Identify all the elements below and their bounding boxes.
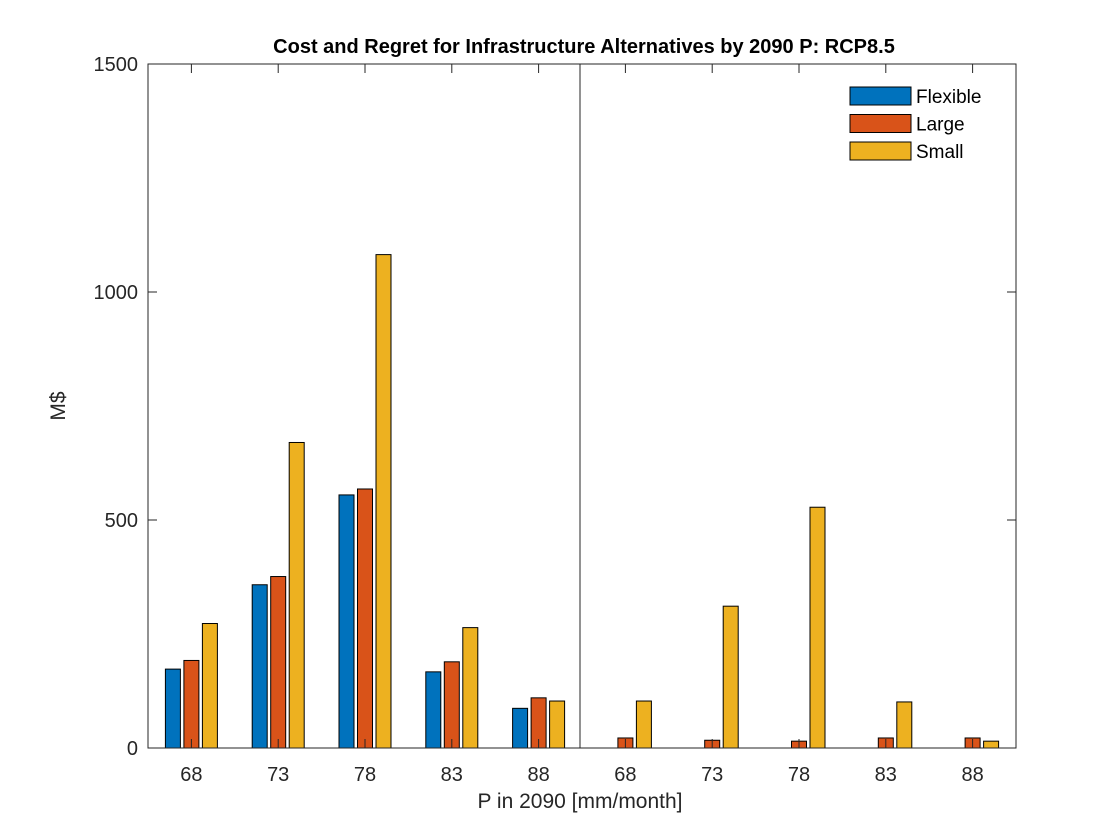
- legend-label-large: Large: [916, 115, 965, 136]
- bar-small-2: [375, 254, 392, 749]
- y-tick-label: 500: [105, 510, 138, 532]
- y-tick-label: 0: [127, 738, 138, 760]
- x-tick-label: 88: [527, 764, 549, 786]
- bar-large-2: [357, 488, 373, 749]
- x-tick-label: 68: [614, 764, 636, 786]
- bar-small-6: [722, 605, 739, 749]
- x-tick-label: 88: [961, 764, 983, 786]
- x-tick-label: 83: [875, 764, 897, 786]
- legend-swatch-large: [849, 114, 912, 133]
- legend-swatch-flexible: [849, 86, 912, 106]
- bar-small-0: [201, 623, 218, 749]
- axes-layer: 68 73 78 83 88 68 73 78 83 88 0 500 1000 1500: [94, 54, 1017, 786]
- x-axis-label: P in 2090 [mm/month]: [477, 790, 682, 813]
- x-tick-label: 78: [354, 764, 376, 786]
- x-tick-label: 68: [180, 764, 202, 786]
- bar-small-4: [549, 700, 566, 749]
- legend: Flexible Large Small: [849, 86, 981, 163]
- bar-small-9: [983, 740, 1000, 749]
- bar-large-0: [183, 659, 200, 749]
- y-tick-label: 1000: [94, 282, 139, 304]
- x-tick-label: 73: [267, 764, 289, 786]
- bar-flexible-0: [164, 668, 181, 749]
- bar-small-1: [288, 441, 305, 749]
- legend-swatch-small: [849, 141, 912, 161]
- bar-large-3: [443, 661, 460, 749]
- axes-box: [147, 63, 1017, 749]
- bar-flexible-3: [425, 671, 442, 749]
- y-tick-label: 1500: [94, 54, 139, 76]
- bar-flexible-4: [512, 707, 529, 749]
- y-axis-label: M$: [47, 391, 70, 420]
- bar-small-7: [809, 506, 826, 749]
- bar-flexible-2: [338, 494, 355, 749]
- chart-title: Cost and Regret for Infrastructure Alter…: [273, 36, 895, 58]
- bar-flexible-1: [251, 584, 268, 749]
- legend-label-flexible: Flexible: [916, 87, 981, 108]
- x-tick-label: 78: [788, 764, 810, 786]
- bar-large-1: [270, 576, 287, 749]
- bar-small-3: [462, 627, 479, 749]
- legend-label-small: Small: [916, 142, 964, 163]
- x-tick-label: 73: [701, 764, 723, 786]
- bar-small-5: [635, 700, 652, 749]
- x-tick-label: 83: [441, 764, 463, 786]
- bar-small-8: [896, 701, 913, 749]
